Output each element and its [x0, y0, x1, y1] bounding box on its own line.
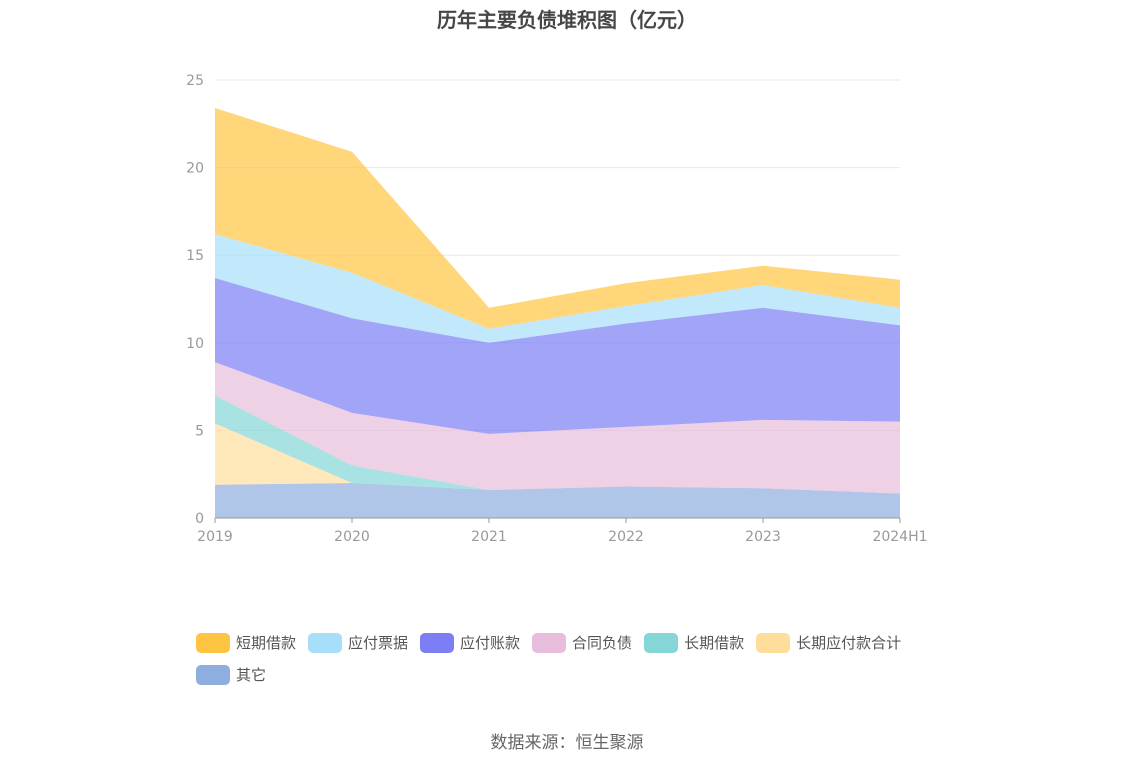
legend-item[interactable]: 长期应付款合计 [756, 632, 901, 653]
area-series [215, 108, 900, 329]
y-tick-label: 0 [195, 511, 204, 527]
data-source-note: 数据来源：恒生聚源 [490, 733, 644, 753]
x-tick-label: 2021 [471, 529, 507, 545]
legend-label: 合同负债 [572, 634, 633, 652]
legend-swatch [196, 632, 230, 653]
legend-label: 长期应付款合计 [796, 634, 902, 652]
y-tick-label: 20 [186, 161, 204, 177]
legend-swatch [420, 632, 455, 653]
legend-label: 长期借款 [684, 634, 745, 652]
legend-item[interactable]: 应付账款 [420, 632, 520, 653]
area-series [215, 278, 900, 434]
y-tick-label: 15 [186, 248, 204, 264]
x-tick-label: 2024H1 [872, 529, 927, 545]
chart-legend: 短期借款 应付票据 应付账款 合同负债 长期借款 长期应付款合计其它 [196, 632, 956, 685]
legend-swatch [532, 632, 567, 653]
legend-item[interactable]: 其它 [196, 664, 266, 685]
area-series [215, 483, 900, 518]
legend-swatch [196, 664, 230, 685]
legend-swatch [308, 632, 343, 653]
legend-swatch [644, 632, 679, 653]
legend-item[interactable]: 应付票据 [308, 632, 408, 653]
legend-item[interactable]: 合同负债 [532, 632, 632, 653]
legend-label: 其它 [236, 666, 267, 684]
x-tick-label: 2023 [745, 529, 781, 545]
x-tick-label: 2019 [197, 529, 233, 545]
chart-title: 历年主要负债堆积图（亿元） [437, 8, 697, 32]
y-tick-label: 5 [195, 423, 204, 439]
legend-swatch [756, 632, 791, 653]
x-tick-label: 2022 [608, 529, 644, 545]
legend-label: 应付票据 [348, 634, 409, 652]
legend-item[interactable]: 短期借款 [196, 632, 296, 653]
x-tick-label: 2020 [334, 529, 370, 545]
legend-label: 应付账款 [460, 634, 521, 652]
y-tick-label: 25 [186, 73, 204, 89]
y-tick-label: 10 [186, 336, 204, 352]
area-series [215, 362, 900, 494]
area-series [215, 234, 900, 343]
legend-label: 短期借款 [236, 634, 297, 652]
legend-item[interactable]: 长期借款 [644, 632, 744, 653]
